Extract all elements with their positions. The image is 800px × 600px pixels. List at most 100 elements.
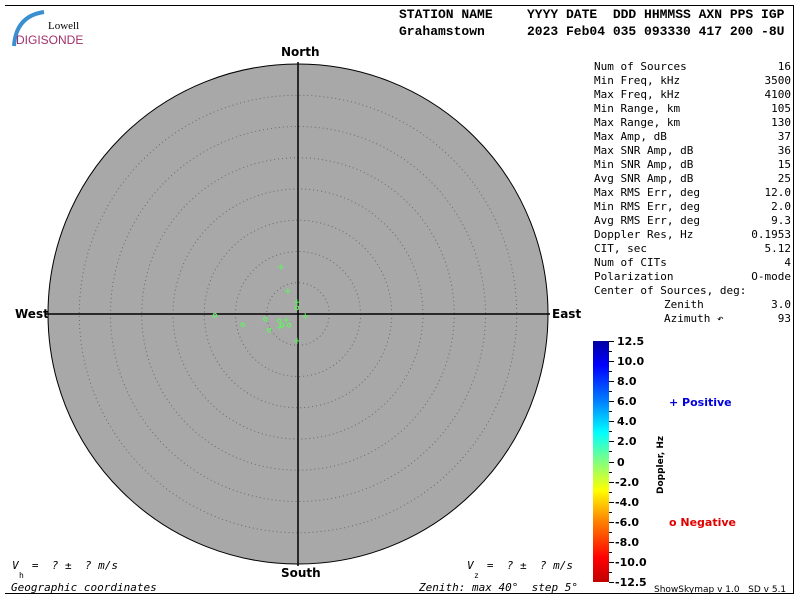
stat-row: Min Range, km 105 <box>594 102 791 116</box>
colorbar-tick-mark <box>609 341 614 342</box>
stat-row: Polarization O-mode <box>594 270 791 284</box>
stat-value: 9.3 <box>771 214 791 227</box>
stat-label: Min Range, km <box>594 102 681 115</box>
colorbar-minor-tick <box>609 371 612 373</box>
negative-source-point <box>240 322 246 328</box>
colorbar-tick-mark <box>609 582 614 583</box>
stats-panel: Num of Sources 16 Min Freq, kHz 3500 Max Fre… <box>594 60 791 326</box>
stat-row: Min SNR Amp, dB 15 <box>594 158 791 172</box>
stat-row: Doppler Res, Hz 0.1953 <box>594 228 791 242</box>
center-azimuth: Azimuth ↶ 93 <box>594 312 791 326</box>
label-east: East <box>552 307 582 321</box>
negative-source-point <box>276 318 282 324</box>
colorbar-tick-mark <box>609 421 614 423</box>
negative-source-point <box>212 313 218 318</box>
colorbar-minor-tick <box>609 411 612 413</box>
stat-value: 25 <box>777 172 791 185</box>
center-title: Center of Sources, deg: <box>594 284 791 298</box>
coordinate-system: Geographic coordinates <box>11 581 157 594</box>
source-points <box>212 264 309 344</box>
legend-negative: o Negative <box>669 516 737 529</box>
colorbar-tick-label: -12.5 <box>615 576 647 589</box>
station-label: STATION NAME <box>399 7 493 22</box>
colorbar-tick-label: -8.0 <box>615 535 640 549</box>
colorbar-minor-tick <box>609 391 612 393</box>
stat-label: Avg RMS Err, deg <box>594 214 700 227</box>
colorbar-minor-tick <box>609 451 612 453</box>
vh-subscript: h <box>19 571 24 580</box>
colorbar-tick-mark <box>609 521 614 523</box>
negative-source-point <box>266 327 272 333</box>
label-north: North <box>281 45 320 59</box>
stat-row: Max Freq, kHz 4100 <box>594 88 791 102</box>
colorbar-minor-tick <box>609 571 612 573</box>
stat-row: Max SNR Amp, dB 36 <box>594 144 791 158</box>
colorbar-minor-tick <box>609 551 612 553</box>
fields-value: 2023 Feb04 035 093330 417 200 -8U <box>527 24 785 39</box>
colorbar-minor-tick <box>609 471 612 473</box>
stat-row: CIT, sec 5.12 <box>594 242 791 256</box>
stat-label: Doppler Res, Hz <box>594 228 694 241</box>
center-zenith: Zenith 3.0 <box>594 298 791 312</box>
stat-label: Max Range, km <box>594 116 681 129</box>
zenith-value: 3.0 <box>771 298 791 311</box>
stat-label: Avg SNR Amp, dB <box>594 172 694 185</box>
stat-row: Max Amp, dB 37 <box>594 130 791 144</box>
colorbar-tick-label: 2.0 <box>617 435 637 449</box>
colorbar-tick-label: -6.0 <box>615 515 640 529</box>
colorbar-tick-mark <box>609 561 614 563</box>
colorbar-tick-mark <box>609 461 614 463</box>
stat-value: 37 <box>777 130 791 143</box>
positive-source-point <box>294 337 301 344</box>
vz-readout: V = ? ± ? m/s <box>467 559 573 572</box>
stat-label: Min SNR Amp, dB <box>594 158 694 171</box>
colorbar-minor-tick <box>609 511 612 513</box>
colorbar-tick-mark <box>609 501 614 503</box>
stat-row: Min Freq, kHz 3500 <box>594 74 791 88</box>
negative-source-point <box>279 322 285 328</box>
stat-value: 12.0 <box>764 186 792 199</box>
stat-value: O-mode <box>751 270 791 283</box>
colorbar-tick-label: 6.0 <box>617 395 637 409</box>
azimuth-value: 93 <box>777 312 791 325</box>
label-south: South <box>281 566 321 580</box>
logo-lowell: Lowell <box>48 20 80 32</box>
stat-label: Min Freq, kHz <box>594 74 681 87</box>
stat-row: Avg RMS Err, deg 9.3 <box>594 214 791 228</box>
negative-source-point <box>286 322 292 328</box>
negative-source-point <box>294 305 300 311</box>
positive-source-point <box>284 288 291 295</box>
stat-label: Polarization <box>594 270 674 283</box>
stat-row: Max RMS Err, deg 12.0 <box>594 186 791 200</box>
version-info: ShowSkymap v 1.0 SD v 5.1 <box>654 585 787 595</box>
positive-source-point <box>293 299 300 306</box>
positive-source-point <box>283 316 290 323</box>
colorbar-tick-mark <box>609 381 614 383</box>
colorbar-minor-tick <box>609 351 612 353</box>
plot-frame <box>5 5 794 594</box>
colorbar-tick-label: 0 <box>617 455 625 469</box>
stat-label: Max Freq, kHz <box>594 88 681 101</box>
positive-source-point <box>277 264 284 271</box>
colorbar-tick-label: -10.0 <box>615 555 647 569</box>
label-west: West <box>15 307 49 321</box>
stat-label: Max SNR Amp, dB <box>594 144 694 157</box>
stat-row: Max Range, km 130 <box>594 116 791 130</box>
stat-row: Num of CITs 4 <box>594 256 791 270</box>
colorbar-label: Doppler, Hz <box>656 435 666 494</box>
stat-value: 105 <box>771 102 791 115</box>
stat-label: Num of Sources <box>594 60 687 73</box>
logo-digisonde: DIGISONDE <box>16 33 84 47</box>
doppler-colorbar <box>593 341 609 582</box>
stat-value: 2.0 <box>771 200 791 213</box>
stat-label: Max Amp, dB <box>594 130 667 143</box>
negative-source-point <box>262 316 268 322</box>
vh-readout: V = ? ± ? m/s <box>12 559 118 572</box>
stat-value: 3500 <box>764 74 792 87</box>
zenith-label: Zenith <box>664 298 704 311</box>
colorbar-tick-label: 12.5 <box>617 335 645 348</box>
stat-label: Max RMS Err, deg <box>594 186 700 199</box>
stat-value: 36 <box>777 144 791 157</box>
stat-label: CIT, sec <box>594 242 647 255</box>
